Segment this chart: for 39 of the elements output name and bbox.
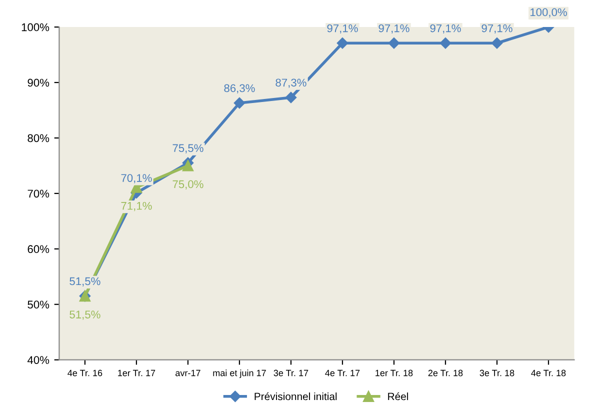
data-label: 87,3% <box>276 78 306 88</box>
data-label: 100,0% <box>530 8 567 18</box>
y-tick-label: 50% <box>28 300 50 309</box>
point <box>388 38 400 49</box>
y-tick-label: 40% <box>27 356 50 364</box>
legend-label: Prévisionnel initial <box>254 392 337 400</box>
x-tick-label: 1er Tr. 17 <box>118 370 156 376</box>
data-label: 86,3% <box>224 84 255 94</box>
x-tick-label: 2e Tr. 18 <box>428 370 463 376</box>
y-tick-label: 70% <box>28 190 50 198</box>
point <box>234 97 246 109</box>
point <box>336 38 348 49</box>
x-tick-label: 3e Tr. 18 <box>480 370 514 376</box>
point <box>285 92 297 104</box>
data-label: 51,5% <box>70 310 100 320</box>
data-label: 97,1% <box>430 24 461 34</box>
data-label: 70,1% <box>121 174 152 184</box>
x-tick-label: mai et juin 17 <box>213 370 266 378</box>
data-label: 97,1% <box>378 24 410 34</box>
legend-label: Réel <box>388 392 408 400</box>
data-label: 75,5% <box>172 144 204 154</box>
data-label: 75,0% <box>172 180 204 190</box>
data-label: 97,1% <box>482 24 512 34</box>
x-tick-label: 1er Tr. 18 <box>376 370 413 376</box>
x-tick-label: avr-17 <box>176 370 200 376</box>
point <box>182 160 194 172</box>
y-tick-label: 100% <box>22 23 50 32</box>
point <box>491 38 503 49</box>
data-label: 97,1% <box>327 24 358 34</box>
x-tick-label: 4e Tr. 18 <box>531 370 566 376</box>
x-tick-label: 4e Tr. 16 <box>68 370 102 376</box>
y-tick-label: 80% <box>28 134 50 142</box>
data-label: 51,5% <box>70 277 100 286</box>
data-label: 71,1% <box>121 202 152 212</box>
y-tick-label: 60% <box>28 245 50 254</box>
point <box>440 38 452 49</box>
y-tick-label: 90% <box>28 78 50 87</box>
x-tick-label: 3e Tr. 17 <box>274 370 308 376</box>
x-tick-label: 4e Tr. 17 <box>325 370 360 376</box>
